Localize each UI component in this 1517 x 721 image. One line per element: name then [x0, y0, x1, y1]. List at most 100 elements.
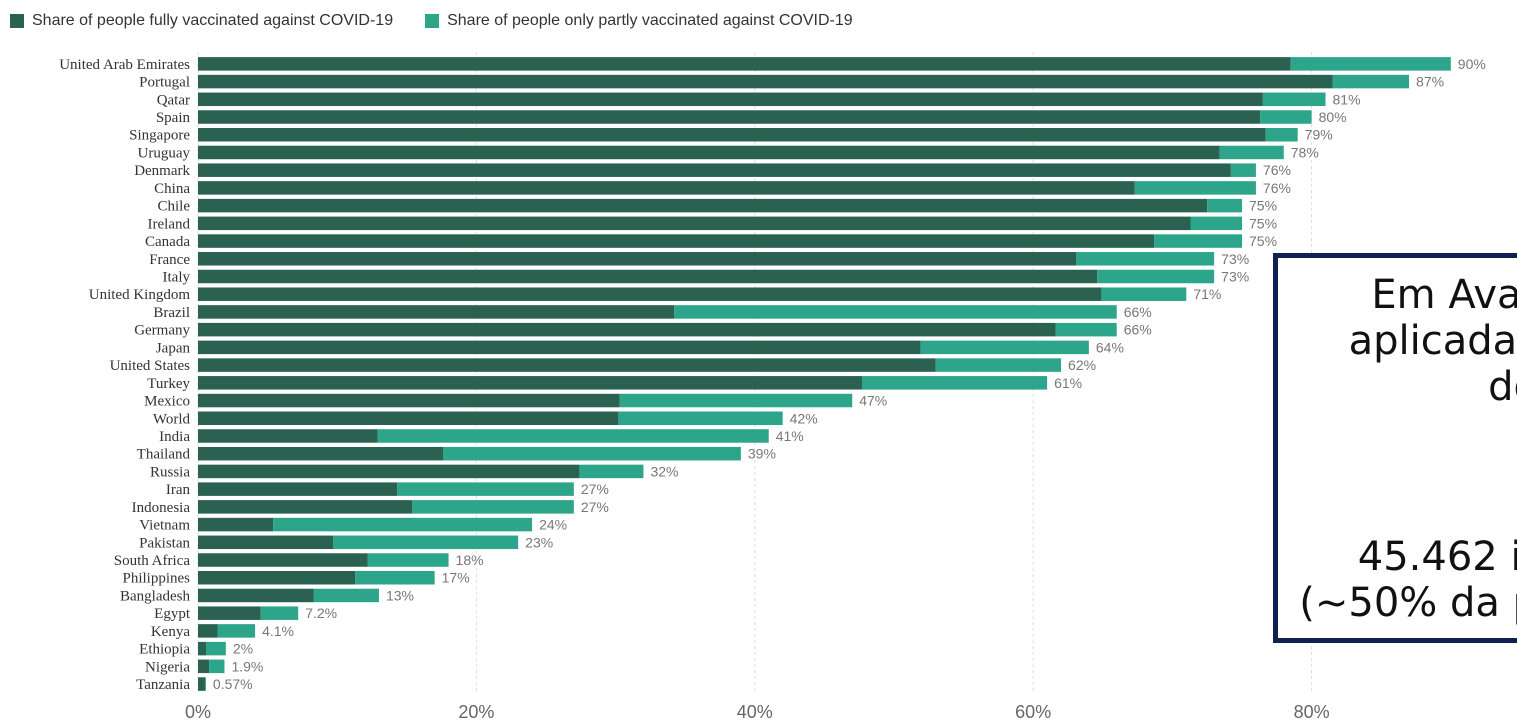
data-label: 75%	[1249, 198, 1277, 214]
data-label: 47%	[859, 393, 887, 409]
bar-fully-vaccinated	[198, 74, 1333, 89]
bar-fully-vaccinated	[198, 570, 356, 585]
data-label: 32%	[650, 463, 678, 479]
bar-fully-vaccinated	[198, 110, 1261, 124]
category-label: Uruguay	[138, 145, 191, 161]
data-label: 71%	[1193, 286, 1221, 302]
bar-fully-vaccinated	[198, 57, 1291, 71]
bar-fully-vaccinated	[198, 181, 1135, 195]
bar-partly-vaccinated	[333, 535, 519, 550]
category-label: Singapore	[129, 128, 190, 144]
category-label: India	[159, 429, 190, 445]
category-label: Nigeria	[145, 659, 190, 675]
bar-partly-vaccinated	[1101, 287, 1187, 301]
bar-partly-vaccinated	[217, 624, 256, 638]
bar-partly-vaccinated	[1219, 145, 1284, 160]
category-label: Kenya	[151, 624, 190, 640]
category-label: Indonesia	[132, 500, 191, 516]
annotation-line-3: do	[1488, 364, 1517, 410]
data-label: 7.2%	[305, 605, 337, 621]
annotation-line-2: aplicadas	[1348, 318, 1517, 364]
bar-partly-vaccinated	[204, 677, 206, 691]
bar-fully-vaccinated	[198, 234, 1155, 248]
category-label: Ireland	[148, 216, 191, 232]
category-label: Chile	[158, 199, 191, 215]
bar-partly-vaccinated	[1134, 181, 1256, 195]
bar-fully-vaccinated	[198, 163, 1231, 177]
data-label: 80%	[1319, 109, 1347, 125]
bar-fully-vaccinated	[198, 287, 1102, 301]
category-label: Qatar	[157, 92, 190, 108]
legend-swatch-fully	[10, 14, 24, 28]
data-label: 4.1%	[262, 623, 294, 639]
category-label: Portugal	[139, 75, 190, 91]
legend-swatch-partly	[425, 14, 440, 28]
data-label: 73%	[1221, 251, 1249, 267]
data-label: 90%	[1458, 56, 1486, 72]
bar-partly-vaccinated	[1332, 74, 1410, 89]
bar-partly-vaccinated	[579, 464, 644, 479]
bar-partly-vaccinated	[674, 305, 1117, 319]
bar-fully-vaccinated	[198, 500, 413, 514]
bar-fully-vaccinated	[198, 198, 1208, 213]
category-label: Egypt	[154, 606, 191, 622]
bar-partly-vaccinated	[260, 606, 299, 620]
bar-fully-vaccinated	[198, 358, 936, 372]
data-label: 27%	[581, 499, 609, 515]
data-label: 41%	[776, 428, 804, 444]
bar-fully-vaccinated	[198, 145, 1220, 160]
bar-fully-vaccinated	[198, 252, 1077, 266]
data-label: 24%	[539, 517, 567, 533]
data-label: 66%	[1124, 304, 1152, 320]
category-label: Vietnam	[139, 518, 190, 534]
bar-fully-vaccinated	[198, 641, 207, 656]
bar-fully-vaccinated	[198, 677, 205, 691]
bar-fully-vaccinated	[198, 535, 334, 550]
data-label: 75%	[1249, 233, 1277, 249]
data-label: 13%	[386, 587, 414, 603]
data-label: 23%	[525, 534, 553, 550]
legend-label-partly: Share of people only partly vaccinated a…	[447, 12, 853, 29]
legend-item-fully: Share of people fully vaccinated against…	[10, 12, 393, 30]
data-label: 79%	[1305, 127, 1333, 143]
bar-partly-vaccinated	[920, 340, 1089, 355]
category-label: Canada	[145, 234, 190, 250]
data-label: 75%	[1249, 215, 1277, 231]
category-label: China	[154, 181, 190, 197]
category-label: Turkey	[147, 376, 190, 392]
bar-fully-vaccinated	[198, 340, 921, 355]
category-label: Philippines	[122, 571, 190, 587]
category-label: United Arab Emirates	[59, 57, 190, 73]
bar-fully-vaccinated	[198, 393, 620, 408]
data-label: 42%	[790, 410, 818, 426]
bar-fully-vaccinated	[198, 624, 218, 638]
bar-partly-vaccinated	[377, 429, 769, 443]
bar-partly-vaccinated	[1230, 163, 1256, 177]
bar-fully-vaccinated	[198, 305, 675, 319]
category-label: Spain	[156, 110, 191, 126]
category-label: Tanzania	[136, 677, 190, 693]
bar-partly-vaccinated	[1290, 57, 1451, 71]
category-label: Iran	[166, 482, 191, 498]
data-label: 66%	[1124, 322, 1152, 338]
data-label: 76%	[1263, 180, 1291, 196]
data-label: 17%	[442, 570, 470, 586]
bar-partly-vaccinated	[1262, 92, 1326, 107]
bar-partly-vaccinated	[861, 376, 1048, 390]
annotation-line-1: Em Avar	[1371, 272, 1517, 318]
bar-partly-vaccinated	[412, 500, 574, 514]
bar-partly-vaccinated	[367, 553, 449, 567]
chart-legend: Share of people fully vaccinated against…	[10, 9, 885, 33]
bar-partly-vaccinated	[355, 570, 435, 585]
data-label: 64%	[1096, 339, 1124, 355]
x-tick-label: 40%	[737, 702, 773, 721]
bar-fully-vaccinated	[198, 517, 274, 532]
bar-partly-vaccinated	[206, 641, 226, 656]
bar-partly-vaccinated	[1154, 234, 1242, 248]
bar-fully-vaccinated	[198, 92, 1263, 107]
bar-fully-vaccinated	[198, 606, 261, 620]
data-label: 0.57%	[213, 676, 253, 692]
annotation-line-4: 45.462 ir	[1357, 534, 1517, 580]
category-label: Ethiopia	[139, 642, 190, 658]
